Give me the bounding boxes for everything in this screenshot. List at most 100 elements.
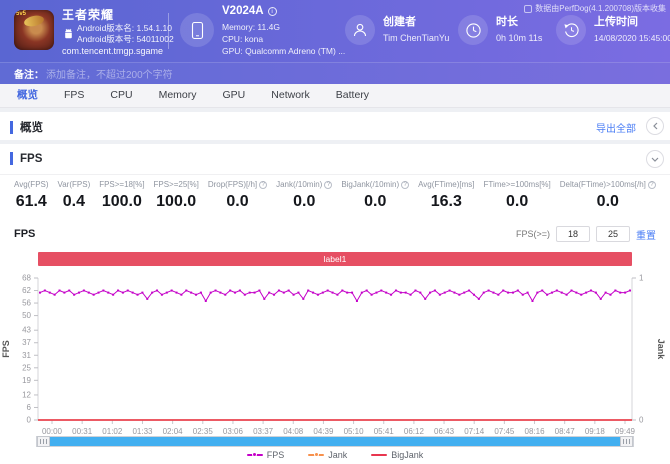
fps-marker bbox=[361, 292, 363, 294]
fps-marker bbox=[297, 292, 299, 294]
fps-threshold-high-input[interactable] bbox=[596, 226, 630, 242]
y-tick-label: 25 bbox=[22, 363, 31, 372]
stat-info-icon[interactable]: ? bbox=[324, 181, 332, 189]
fps-marker bbox=[458, 294, 460, 296]
fps-marker bbox=[234, 292, 236, 294]
fps-marker bbox=[185, 290, 187, 292]
tab-概览[interactable]: 概览 bbox=[4, 84, 51, 107]
tab-battery[interactable]: Battery bbox=[323, 84, 382, 107]
stat-value: 0.4 bbox=[57, 193, 90, 211]
fps-marker bbox=[531, 300, 533, 302]
tab-memory[interactable]: Memory bbox=[146, 84, 210, 107]
fps-marker bbox=[541, 290, 543, 292]
fps-threshold-controls: FPS(>=) 重置 bbox=[516, 226, 656, 242]
fps-marker bbox=[317, 294, 319, 296]
stat-avg-fps-: Avg(FPS)61.4 bbox=[14, 180, 49, 211]
upload-circle bbox=[556, 15, 586, 45]
fps-marker bbox=[307, 290, 309, 292]
overview-collapse-button[interactable] bbox=[646, 117, 664, 135]
android-version-code: Android版本号: 54011002 bbox=[77, 33, 174, 45]
clock-icon bbox=[465, 22, 482, 39]
stat-drop-fps-h-: Drop(FPS)[/h]?0.0 bbox=[208, 180, 267, 211]
fps-marker bbox=[346, 292, 348, 294]
fps-marker bbox=[405, 292, 407, 294]
fps-threshold-low-input[interactable] bbox=[556, 226, 590, 242]
fps-marker bbox=[629, 290, 631, 292]
y-tick-label: 37 bbox=[22, 338, 31, 347]
collect-note-text: 数据由PerfDog(4.1.200708)版本收集 bbox=[535, 3, 666, 14]
x-tick-label: 09:18 bbox=[585, 427, 606, 434]
fps-marker bbox=[546, 294, 548, 296]
x-tick-label: 03:06 bbox=[223, 427, 244, 434]
legend-item-fps[interactable]: FPS bbox=[247, 450, 285, 460]
y-tick-label: 50 bbox=[22, 311, 31, 320]
chevron-left-icon bbox=[652, 122, 659, 130]
y-tick-label: 0 bbox=[27, 416, 32, 425]
device-info-icon[interactable]: i bbox=[268, 7, 277, 16]
fps-marker bbox=[375, 292, 377, 294]
fps-marker bbox=[551, 292, 553, 294]
tab-gpu[interactable]: GPU bbox=[210, 84, 259, 107]
remark-bar[interactable]: 备注： 添加备注，不超过200个字符 bbox=[0, 62, 670, 84]
fps-marker bbox=[171, 290, 173, 292]
export-all-link[interactable]: 导出全部 bbox=[596, 120, 636, 135]
fps-marker bbox=[439, 294, 441, 296]
fps-marker bbox=[54, 294, 56, 296]
threshold-reset-button[interactable]: 重置 bbox=[636, 227, 656, 242]
fps-head: FPS bbox=[10, 152, 42, 165]
tab-fps[interactable]: FPS bbox=[51, 84, 97, 107]
header-divider bbox=[168, 13, 169, 49]
fps-marker bbox=[502, 290, 504, 292]
stat-info-icon[interactable]: ? bbox=[401, 181, 409, 189]
fps-marker bbox=[219, 292, 221, 294]
stat-ftime-100ms-: FTime>=100ms[%]0.0 bbox=[483, 180, 550, 211]
stat-info-icon[interactable]: ? bbox=[259, 181, 267, 189]
stat-avg-ftime-ms-: Avg(FTime)[ms]16.3 bbox=[418, 180, 474, 211]
fps-chart-svg[interactable]: 06121925313743505662680100:0000:3101:020… bbox=[0, 268, 670, 434]
fps-marker bbox=[239, 290, 241, 292]
fps-marker bbox=[137, 294, 139, 296]
chart-range-scrollbar[interactable] bbox=[36, 436, 634, 447]
stat-label: Jank(/10min)? bbox=[276, 180, 332, 189]
fps-marker bbox=[605, 292, 607, 294]
fps-marker bbox=[107, 292, 109, 294]
fps-chart-title: FPS bbox=[14, 228, 35, 240]
duration-circle bbox=[458, 15, 488, 45]
x-tick-label: 01:02 bbox=[102, 427, 123, 434]
fps-marker bbox=[590, 290, 592, 292]
chevron-down-icon bbox=[651, 156, 659, 163]
game-badge: 5v5 bbox=[16, 11, 26, 17]
fps-marker bbox=[180, 294, 182, 296]
fps-marker bbox=[619, 292, 621, 294]
fps-marker bbox=[380, 290, 382, 292]
fps-marker bbox=[410, 294, 412, 296]
collect-note: 数据由PerfDog(4.1.200708)版本收集 bbox=[524, 3, 666, 14]
x-tick-label: 00:31 bbox=[72, 427, 93, 434]
fps-marker bbox=[429, 292, 431, 294]
stat-value: 100.0 bbox=[154, 193, 199, 211]
fps-threshold-label: FPS(>=) bbox=[516, 229, 550, 239]
left-axis-title: FPS bbox=[1, 340, 11, 358]
legend-item-jank[interactable]: Jank bbox=[308, 450, 347, 460]
x-tick-label: 07:45 bbox=[494, 427, 515, 434]
y-tick-label: 68 bbox=[22, 274, 31, 283]
stat-label: FPS>=18[%] bbox=[99, 180, 144, 189]
tab-network[interactable]: Network bbox=[258, 84, 323, 107]
fps-marker bbox=[102, 290, 104, 292]
scrollbar-left-handle[interactable] bbox=[37, 436, 50, 447]
fps-marker bbox=[93, 294, 95, 296]
scrollbar-right-handle[interactable] bbox=[620, 436, 633, 447]
stat-info-icon[interactable]: ? bbox=[648, 181, 656, 189]
legend-item-bigjank[interactable]: BigJank bbox=[371, 450, 423, 460]
chart-region-label: label1 bbox=[324, 254, 347, 264]
stat-value: 0.0 bbox=[276, 193, 332, 211]
report-header: 5v5 王者荣耀 Android版本名: 1.54.1.10 Android版本… bbox=[0, 0, 670, 62]
stat-value: 0.0 bbox=[560, 193, 656, 211]
remark-placeholder[interactable]: 添加备注，不超过200个字符 bbox=[46, 66, 173, 81]
fps-marker bbox=[322, 292, 324, 294]
fps-collapse-button[interactable] bbox=[646, 150, 664, 168]
fps-card: FPS Avg(FPS)61.4Var(FPS)0.4FPS>=18[%]100… bbox=[0, 144, 670, 464]
overview-head: 概览 bbox=[10, 119, 43, 135]
tab-cpu[interactable]: CPU bbox=[97, 84, 145, 107]
fps-marker bbox=[59, 290, 61, 292]
